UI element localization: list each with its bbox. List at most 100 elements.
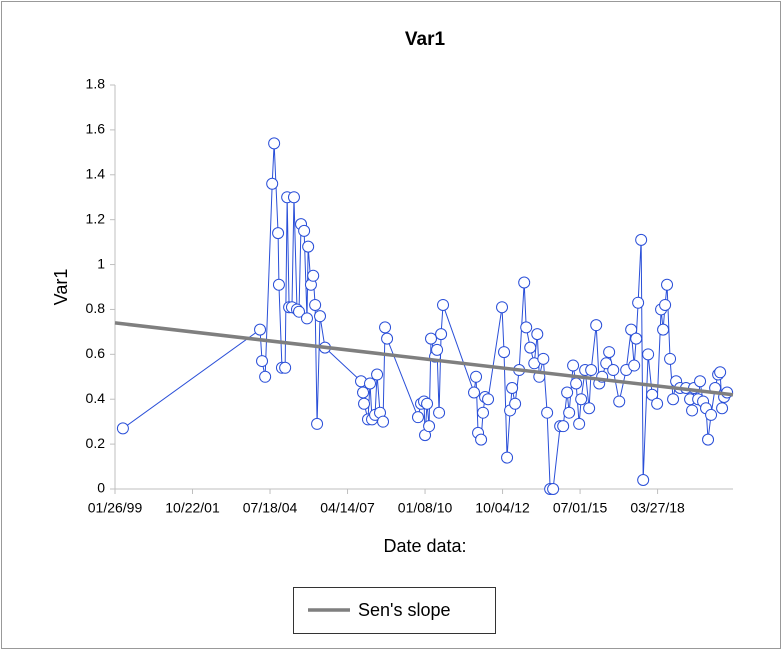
- data-point: [256, 355, 269, 368]
- data-point: [686, 404, 699, 417]
- data-point: [603, 346, 616, 359]
- data-point: [520, 321, 533, 334]
- data-point: [259, 370, 272, 383]
- data-point: [625, 323, 638, 336]
- data-point: [298, 224, 311, 237]
- data-point: [287, 191, 300, 204]
- data-point: [716, 402, 729, 415]
- data-point: [518, 276, 531, 289]
- data-point: [630, 332, 643, 345]
- y-tick-label: 1: [97, 255, 105, 271]
- data-point: [266, 177, 279, 190]
- data-point: [477, 406, 490, 419]
- y-tick-label: 1.4: [86, 165, 106, 181]
- y-tick-label: 0.4: [86, 390, 106, 406]
- data-point: [268, 137, 281, 150]
- data-point: [307, 269, 320, 282]
- x-tick-label: 07/01/15: [553, 500, 608, 516]
- data-point: [509, 397, 522, 410]
- data-point: [279, 361, 292, 374]
- data-point: [642, 348, 655, 361]
- data-point: [531, 328, 544, 341]
- data-point: [272, 278, 285, 291]
- data-point: [607, 364, 620, 377]
- data-point: [628, 359, 641, 372]
- data-point: [309, 298, 322, 311]
- data-point: [475, 433, 488, 446]
- data-point: [311, 417, 324, 430]
- data-point: [575, 393, 588, 406]
- chart-title: Var1: [405, 29, 446, 50]
- data-point: [506, 382, 519, 394]
- data-point: [364, 377, 377, 390]
- trend-line: [114, 321, 734, 397]
- data-point: [637, 474, 650, 487]
- data-point: [659, 298, 672, 311]
- y-tick-label: 0.8: [86, 300, 106, 316]
- data-point: [116, 422, 129, 435]
- data-point: [423, 420, 436, 433]
- data-point: [635, 233, 648, 246]
- data-point: [664, 352, 677, 365]
- data-point: [537, 352, 550, 365]
- data-point: [254, 323, 267, 336]
- data-point: [433, 406, 446, 419]
- data-point: [381, 332, 394, 345]
- x-tick-label: 10/04/12: [475, 500, 530, 516]
- data-point: [524, 341, 537, 354]
- data-point: [714, 366, 727, 379]
- x-tick-label: 10/22/01: [165, 500, 220, 516]
- data-point: [613, 395, 626, 408]
- data-point: [437, 298, 450, 311]
- legend-label: Sen's slope: [358, 600, 451, 620]
- data-point: [358, 397, 371, 410]
- data-point: [379, 321, 392, 334]
- data-point: [496, 301, 509, 314]
- data-point: [583, 402, 596, 415]
- data-point: [585, 364, 598, 377]
- y-axis-label: Var1: [51, 269, 71, 306]
- data-point: [431, 343, 444, 356]
- data-point: [705, 408, 718, 421]
- data-point: [541, 406, 554, 419]
- data-point: [547, 483, 560, 495]
- x-tick-label: 04/14/07: [320, 500, 375, 516]
- y-tick-label: 1.8: [86, 76, 106, 92]
- data-point: [272, 227, 285, 240]
- x-tick-label: 01/08/10: [398, 500, 453, 516]
- x-tick-label: 03/27/18: [630, 500, 685, 516]
- x-tick-label: 07/18/04: [243, 500, 298, 516]
- data-point: [377, 415, 390, 428]
- data-point: [646, 388, 659, 401]
- data-point: [293, 305, 306, 318]
- data-point: [498, 346, 511, 359]
- data-point: [421, 397, 434, 410]
- data-point: [371, 368, 384, 381]
- data-point: [702, 433, 715, 446]
- y-tick-label: 0.6: [86, 345, 106, 361]
- data-point: [501, 451, 514, 464]
- data-point: [435, 328, 448, 341]
- data-point: [694, 375, 707, 388]
- data-point: [651, 397, 664, 410]
- data-point: [561, 386, 574, 399]
- y-tick-label: 0: [97, 480, 105, 496]
- data-point: [573, 417, 586, 430]
- data-point: [470, 370, 483, 383]
- y-tick-label: 1.6: [86, 121, 106, 137]
- data-point: [411, 411, 424, 424]
- data-point: [357, 386, 370, 399]
- data-point: [590, 319, 603, 332]
- y-tick-label: 0.2: [86, 435, 106, 451]
- data-point: [302, 240, 315, 253]
- data-point: [468, 386, 481, 399]
- data-point: [657, 323, 670, 336]
- data-point: [661, 278, 674, 291]
- y-tick-label: 1.2: [86, 210, 106, 226]
- data-point: [425, 332, 438, 345]
- data-point: [482, 393, 495, 406]
- data-point: [570, 377, 583, 390]
- x-tick-label: 01/26/99: [88, 500, 143, 516]
- data-point: [567, 359, 580, 372]
